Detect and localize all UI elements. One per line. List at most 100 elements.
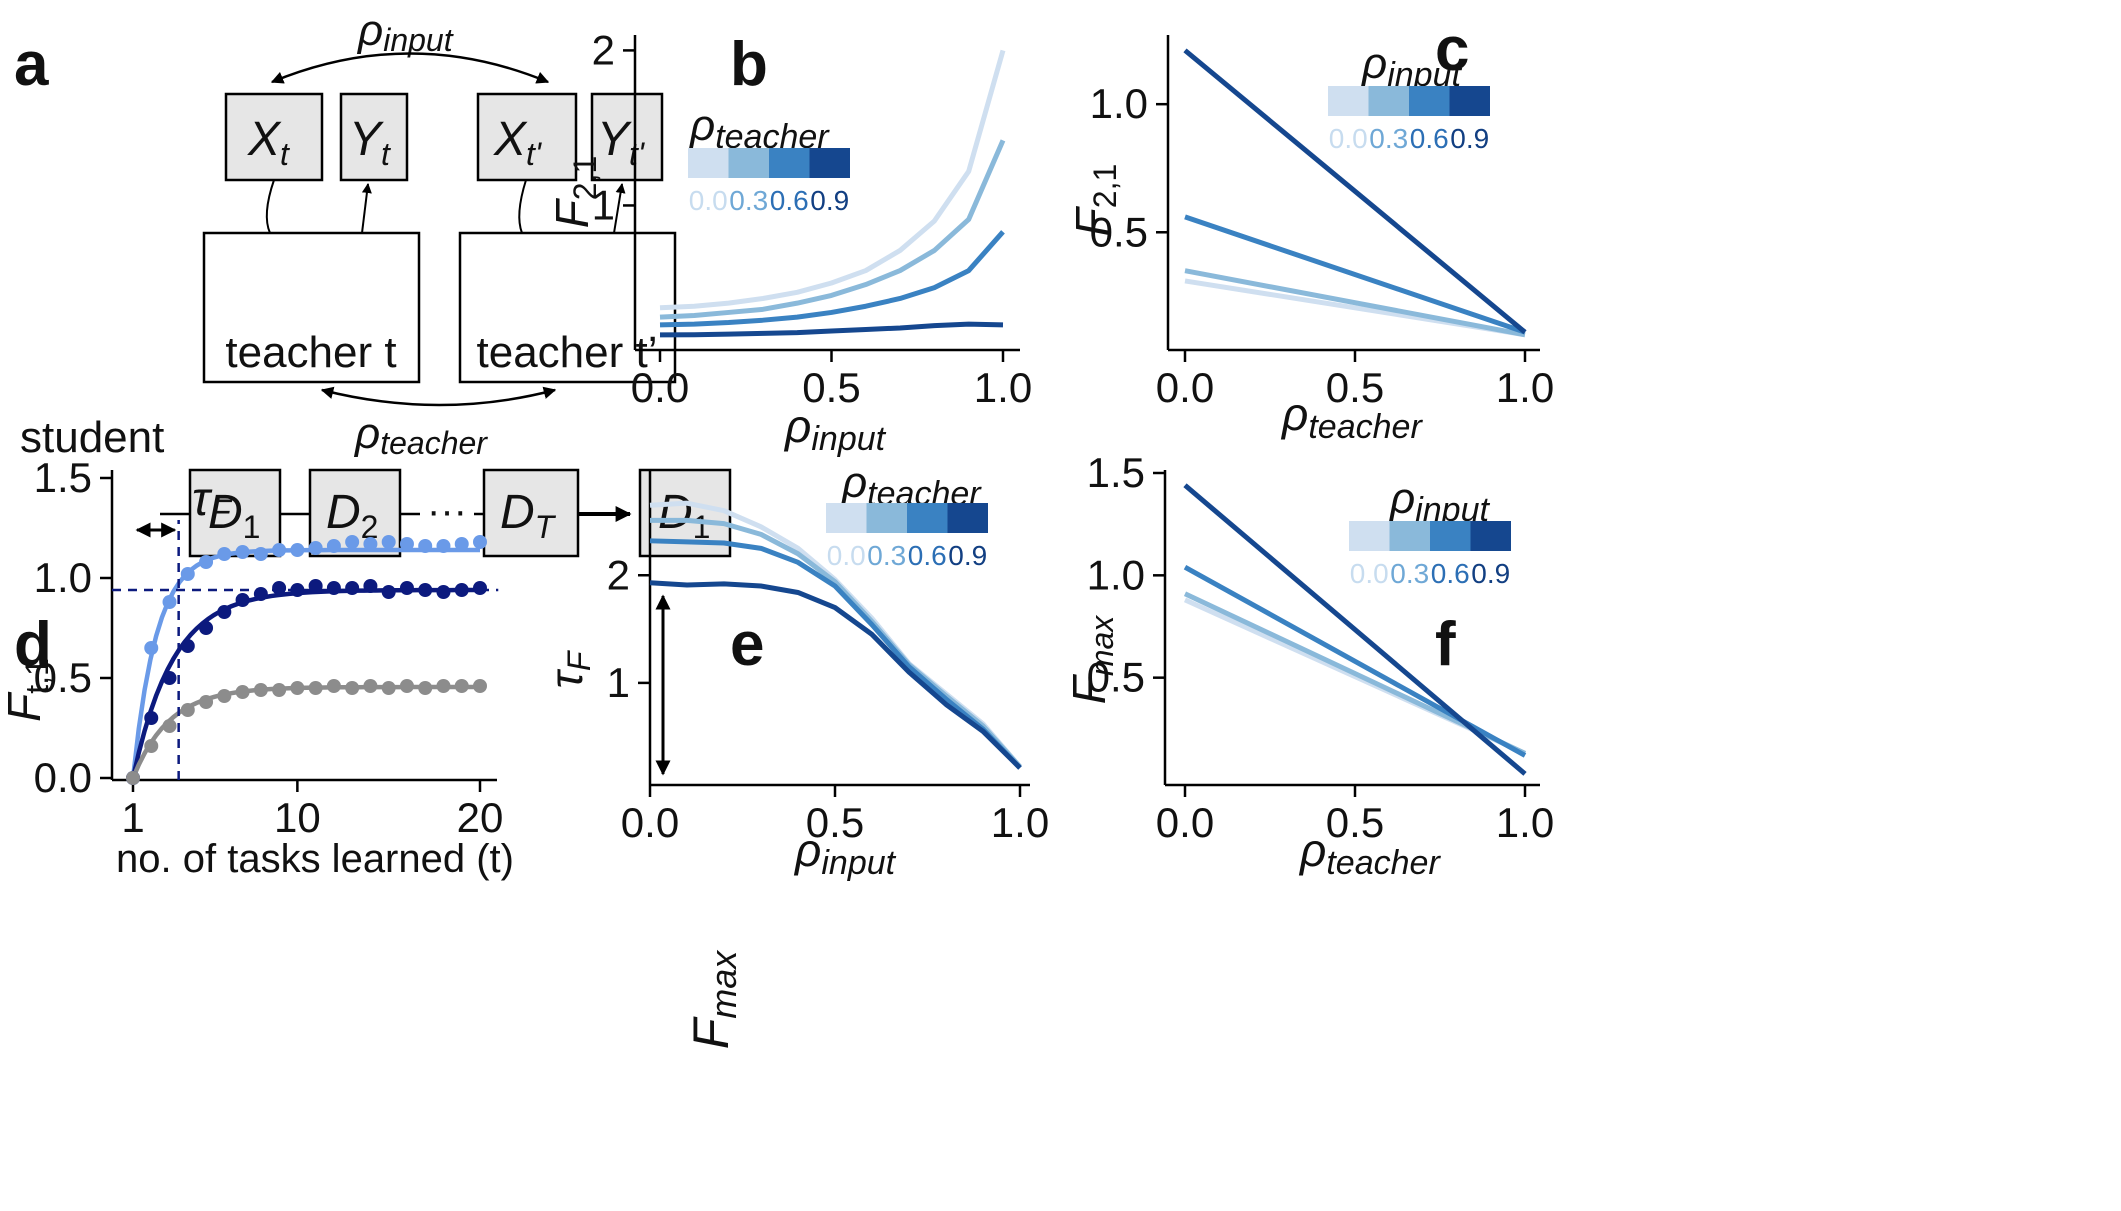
panel-letter-e: e <box>730 610 764 679</box>
y-tick-label-c: 1.0 <box>1090 80 1148 127</box>
y-tick-label-d: 1.0 <box>34 554 92 601</box>
y-tprime-connector <box>613 183 626 234</box>
series-line-e-0.6 <box>649 538 1022 770</box>
x-tprime-connector <box>518 179 527 234</box>
rho-teacher-label: ρteacher <box>353 409 488 461</box>
x-tick-label-d: 10 <box>274 794 321 841</box>
rho-input-label: ρinput <box>356 6 454 58</box>
panel-letter-c: c <box>1435 15 1469 84</box>
y-t-box <box>339 92 409 182</box>
teacher-t-box <box>202 231 421 384</box>
legend-label-f-0.0: 0.0 <box>1350 558 1389 589</box>
x-tick-label-c: 1.0 <box>1496 364 1554 411</box>
legend-label-e-0.0: 0.0 <box>827 540 866 571</box>
data-point-gray <box>217 689 232 703</box>
legend-b: ρteacher 0.0 0.3 0.6 0.9 <box>688 101 850 216</box>
data-point-light <box>363 537 378 551</box>
legend-label-c-0.6: 0.6 <box>1410 123 1449 154</box>
x-tick-label-e: 0.5 <box>806 799 864 846</box>
legend-swatch-e-0.0 <box>826 503 867 533</box>
data-point-light <box>253 547 268 561</box>
data-point-dark <box>399 581 414 595</box>
task-d1-end-label: D1 <box>658 486 710 545</box>
legend-title-f: ρinput <box>1388 474 1490 529</box>
series-line-b-0.6 <box>659 230 1005 328</box>
data-point-gray <box>180 703 195 717</box>
legend-swatch-f-0.6 <box>1430 521 1471 551</box>
legend-label-c-0.3: 0.3 <box>1369 123 1408 154</box>
data-point-gray <box>418 681 433 695</box>
legend-swatch-e-0.3 <box>866 503 907 533</box>
teacher-tprime-box <box>458 231 677 384</box>
legend-label-c-0.0: 0.0 <box>1329 123 1368 154</box>
data-point-light <box>162 595 177 609</box>
data-point-dark <box>381 585 396 599</box>
x-tprime-label: Xt' <box>493 113 543 172</box>
legend-label-f-0.3: 0.3 <box>1390 558 1429 589</box>
y-tick-label-b: 1 <box>592 181 615 228</box>
schematic-diagram: ρinput Xt Yt Xt' Yt' teacher t teacher t… <box>20 6 732 558</box>
panel-letter-f: f <box>1435 610 1456 679</box>
y-axis-label-d: Ft,1 <box>0 658 55 722</box>
data-point-light <box>345 535 360 549</box>
data-point-gray <box>436 679 451 693</box>
data-point-dark <box>454 583 469 597</box>
legend-label-b-0.9: 0.9 <box>810 185 849 216</box>
x-axis-label-b: ρinput <box>783 400 887 458</box>
panel-letter-b: b <box>730 30 768 99</box>
data-point-gray <box>199 695 214 709</box>
y-tick-label-f: 0.5 <box>1087 654 1145 701</box>
series-line-c-0.3 <box>1184 268 1526 338</box>
y-axis-label-c: F2,1 <box>1066 164 1123 237</box>
data-point-light <box>144 641 159 655</box>
data-point-light <box>235 545 250 559</box>
x-tprime-box <box>476 92 578 182</box>
data-point-light <box>180 567 195 581</box>
data-point-light <box>381 535 396 549</box>
x-axis-label-f: ρteacher <box>1298 824 1441 882</box>
data-point-gray <box>399 679 414 693</box>
data-point-gray <box>162 719 177 733</box>
legend-label-f-0.9: 0.9 <box>1471 558 1510 589</box>
legend-swatch-f-0.3 <box>1389 521 1430 551</box>
task-d1-label: D1 <box>208 486 260 545</box>
legend-title-b: ρteacher <box>688 101 830 156</box>
series-line-e-0.9 <box>649 580 1022 770</box>
rho-teacher-arrow <box>320 386 557 407</box>
rho-input-arrow <box>270 52 550 84</box>
teacher-tprime-label: teacher t’ <box>477 328 658 377</box>
fmax-label: Fmax <box>683 949 744 1050</box>
x-tick-label-e: 1.0 <box>991 799 1049 846</box>
data-point-gray <box>308 681 323 695</box>
data-point-gray <box>381 681 396 695</box>
data-point-dark <box>272 581 287 595</box>
tau-label: τF <box>192 473 233 531</box>
data-point-dark <box>436 585 451 599</box>
x-tick-label-e: 0.0 <box>621 799 679 846</box>
x-t-connector <box>265 179 275 234</box>
x-axis-label-e: ρinput <box>793 824 897 882</box>
data-point-dark <box>180 639 195 653</box>
y-t-connector <box>361 183 372 234</box>
fit-curve-gray <box>130 684 481 779</box>
data-point-gray <box>454 679 469 693</box>
data-point-light <box>473 535 487 549</box>
data-point-light <box>436 539 451 553</box>
legend-swatch-b-0.0 <box>688 148 729 178</box>
y-axis-label-e: τF <box>540 649 597 688</box>
task-ellipsis: ··· <box>427 489 467 533</box>
x-axis-label-c: ρteacher <box>1280 388 1423 446</box>
series-line-b-0.3 <box>659 139 1006 320</box>
legend-label-e-0.6: 0.6 <box>908 540 947 571</box>
task-d1-box <box>188 468 282 558</box>
data-point-light <box>217 547 232 561</box>
series-line-c-0.9 <box>1183 48 1527 335</box>
x-tick-label-b: 0.5 <box>802 364 860 411</box>
data-point-light <box>418 539 433 553</box>
data-point-dark <box>418 583 433 597</box>
data-point-dark <box>162 671 177 685</box>
